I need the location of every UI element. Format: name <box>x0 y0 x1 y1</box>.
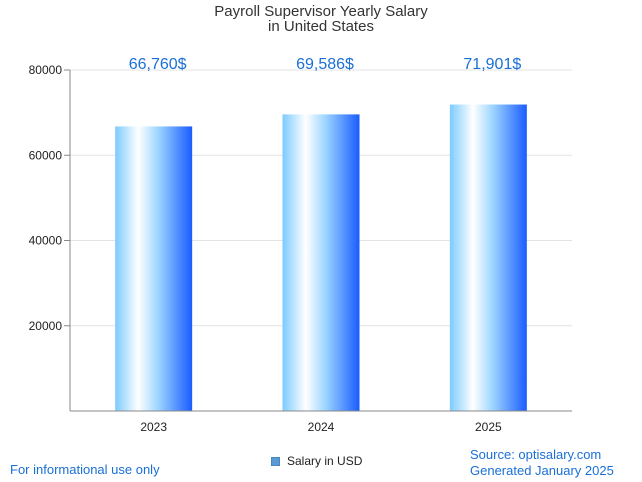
y-tick-label: 60000 <box>29 148 63 162</box>
footer-note: For informational use only <box>10 462 160 477</box>
bar-value-label: 69,586$ <box>296 56 354 73</box>
y-tick-label: 20000 <box>29 319 63 333</box>
y-tick-label: 80000 <box>29 63 63 77</box>
x-tick-label: 2023 <box>140 420 167 434</box>
x-tick-label: 2025 <box>475 420 502 434</box>
footer-source-block: Source: optisalary.com Generated January… <box>470 447 614 479</box>
bar <box>449 104 527 412</box>
bar-value-label: 71,901$ <box>463 56 521 73</box>
chart-legend: Salary in USD <box>271 454 362 468</box>
footer-source: Source: optisalary.com <box>470 447 602 462</box>
chart-title-line1: Payroll Supervisor Yearly Salary <box>214 3 428 20</box>
legend-label: Salary in USD <box>287 454 363 468</box>
y-tick-label: 40000 <box>29 234 63 248</box>
bar-value-label: 66,760$ <box>129 56 187 73</box>
bar <box>115 126 193 412</box>
bar <box>282 114 360 411</box>
chart-title-line2: in United States <box>268 18 374 35</box>
x-tick-label: 2024 <box>308 420 335 434</box>
legend-swatch <box>271 456 280 466</box>
footer-generated: Generated January 2025 <box>470 463 614 478</box>
